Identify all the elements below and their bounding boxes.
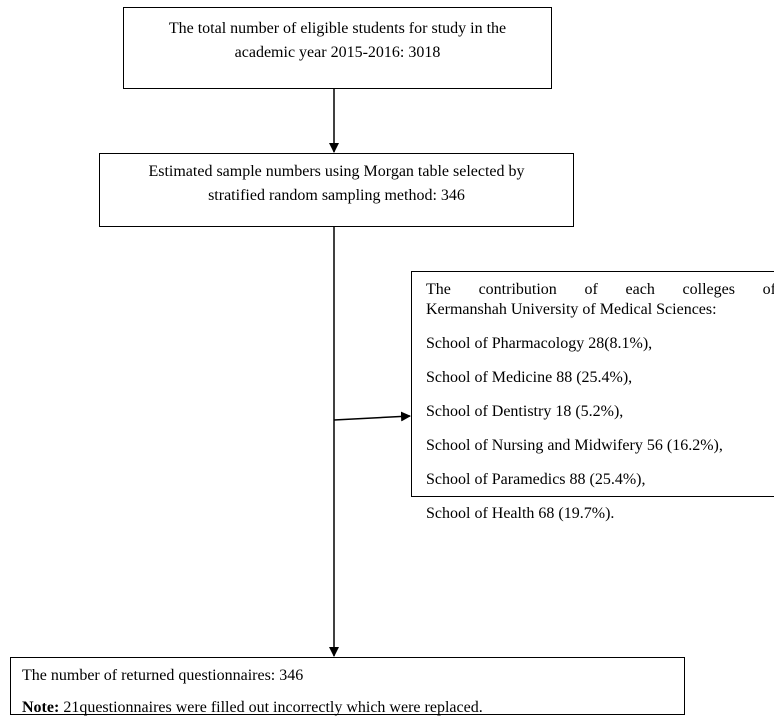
college-item-pharmacology: School of Pharmacology 28(8.1%),: [426, 335, 653, 352]
college-item-nursing-midwifery: School of Nursing and Midwifery 56 (16.2…: [426, 437, 723, 454]
total-students-line-2: academic year 2015-2016: 3018: [234, 44, 441, 61]
arrow-to-colleges: [333, 411, 411, 422]
colleges-heading: The contribution of each colleges of Ker…: [426, 280, 774, 320]
colleges-heading-line-2: Kermanshah University of Medical Science…: [426, 301, 717, 318]
sample-size-line-2: stratified random sampling method: 346: [208, 187, 465, 204]
total-students-line-1: The total number of eligible students fo…: [168, 20, 507, 37]
college-item-dentistry: School of Dentistry 18 (5.2%),: [426, 403, 624, 420]
college-item-paramedics: School of Paramedics 88 (25.4%),: [426, 471, 646, 488]
returned-questionnaires-box: The number of returned questionnaires: 3…: [10, 657, 685, 716]
returned-questionnaires-text: The number of returned questionnaires: 3…: [22, 667, 304, 684]
note-line: Note: 21questionnaires were filled out i…: [22, 697, 684, 719]
college-item-health: School of Health 68 (19.7%).: [426, 505, 615, 522]
college-item-medicine: School of Medicine 88 (25.4%),: [426, 369, 633, 386]
sample-size-box: Estimated sample numbers using Morgan ta…: [99, 153, 574, 227]
colleges-list: School of Pharmacology 28(8.1%), School …: [426, 332, 774, 526]
total-students-box: The total number of eligible students fo…: [123, 7, 552, 89]
colleges-heading-line-1: The contribution of each colleges of: [426, 281, 774, 298]
sample-size-line-1: Estimated sample numbers using Morgan ta…: [148, 163, 525, 180]
colleges-contribution-box: The contribution of each colleges of Ker…: [411, 271, 774, 522]
